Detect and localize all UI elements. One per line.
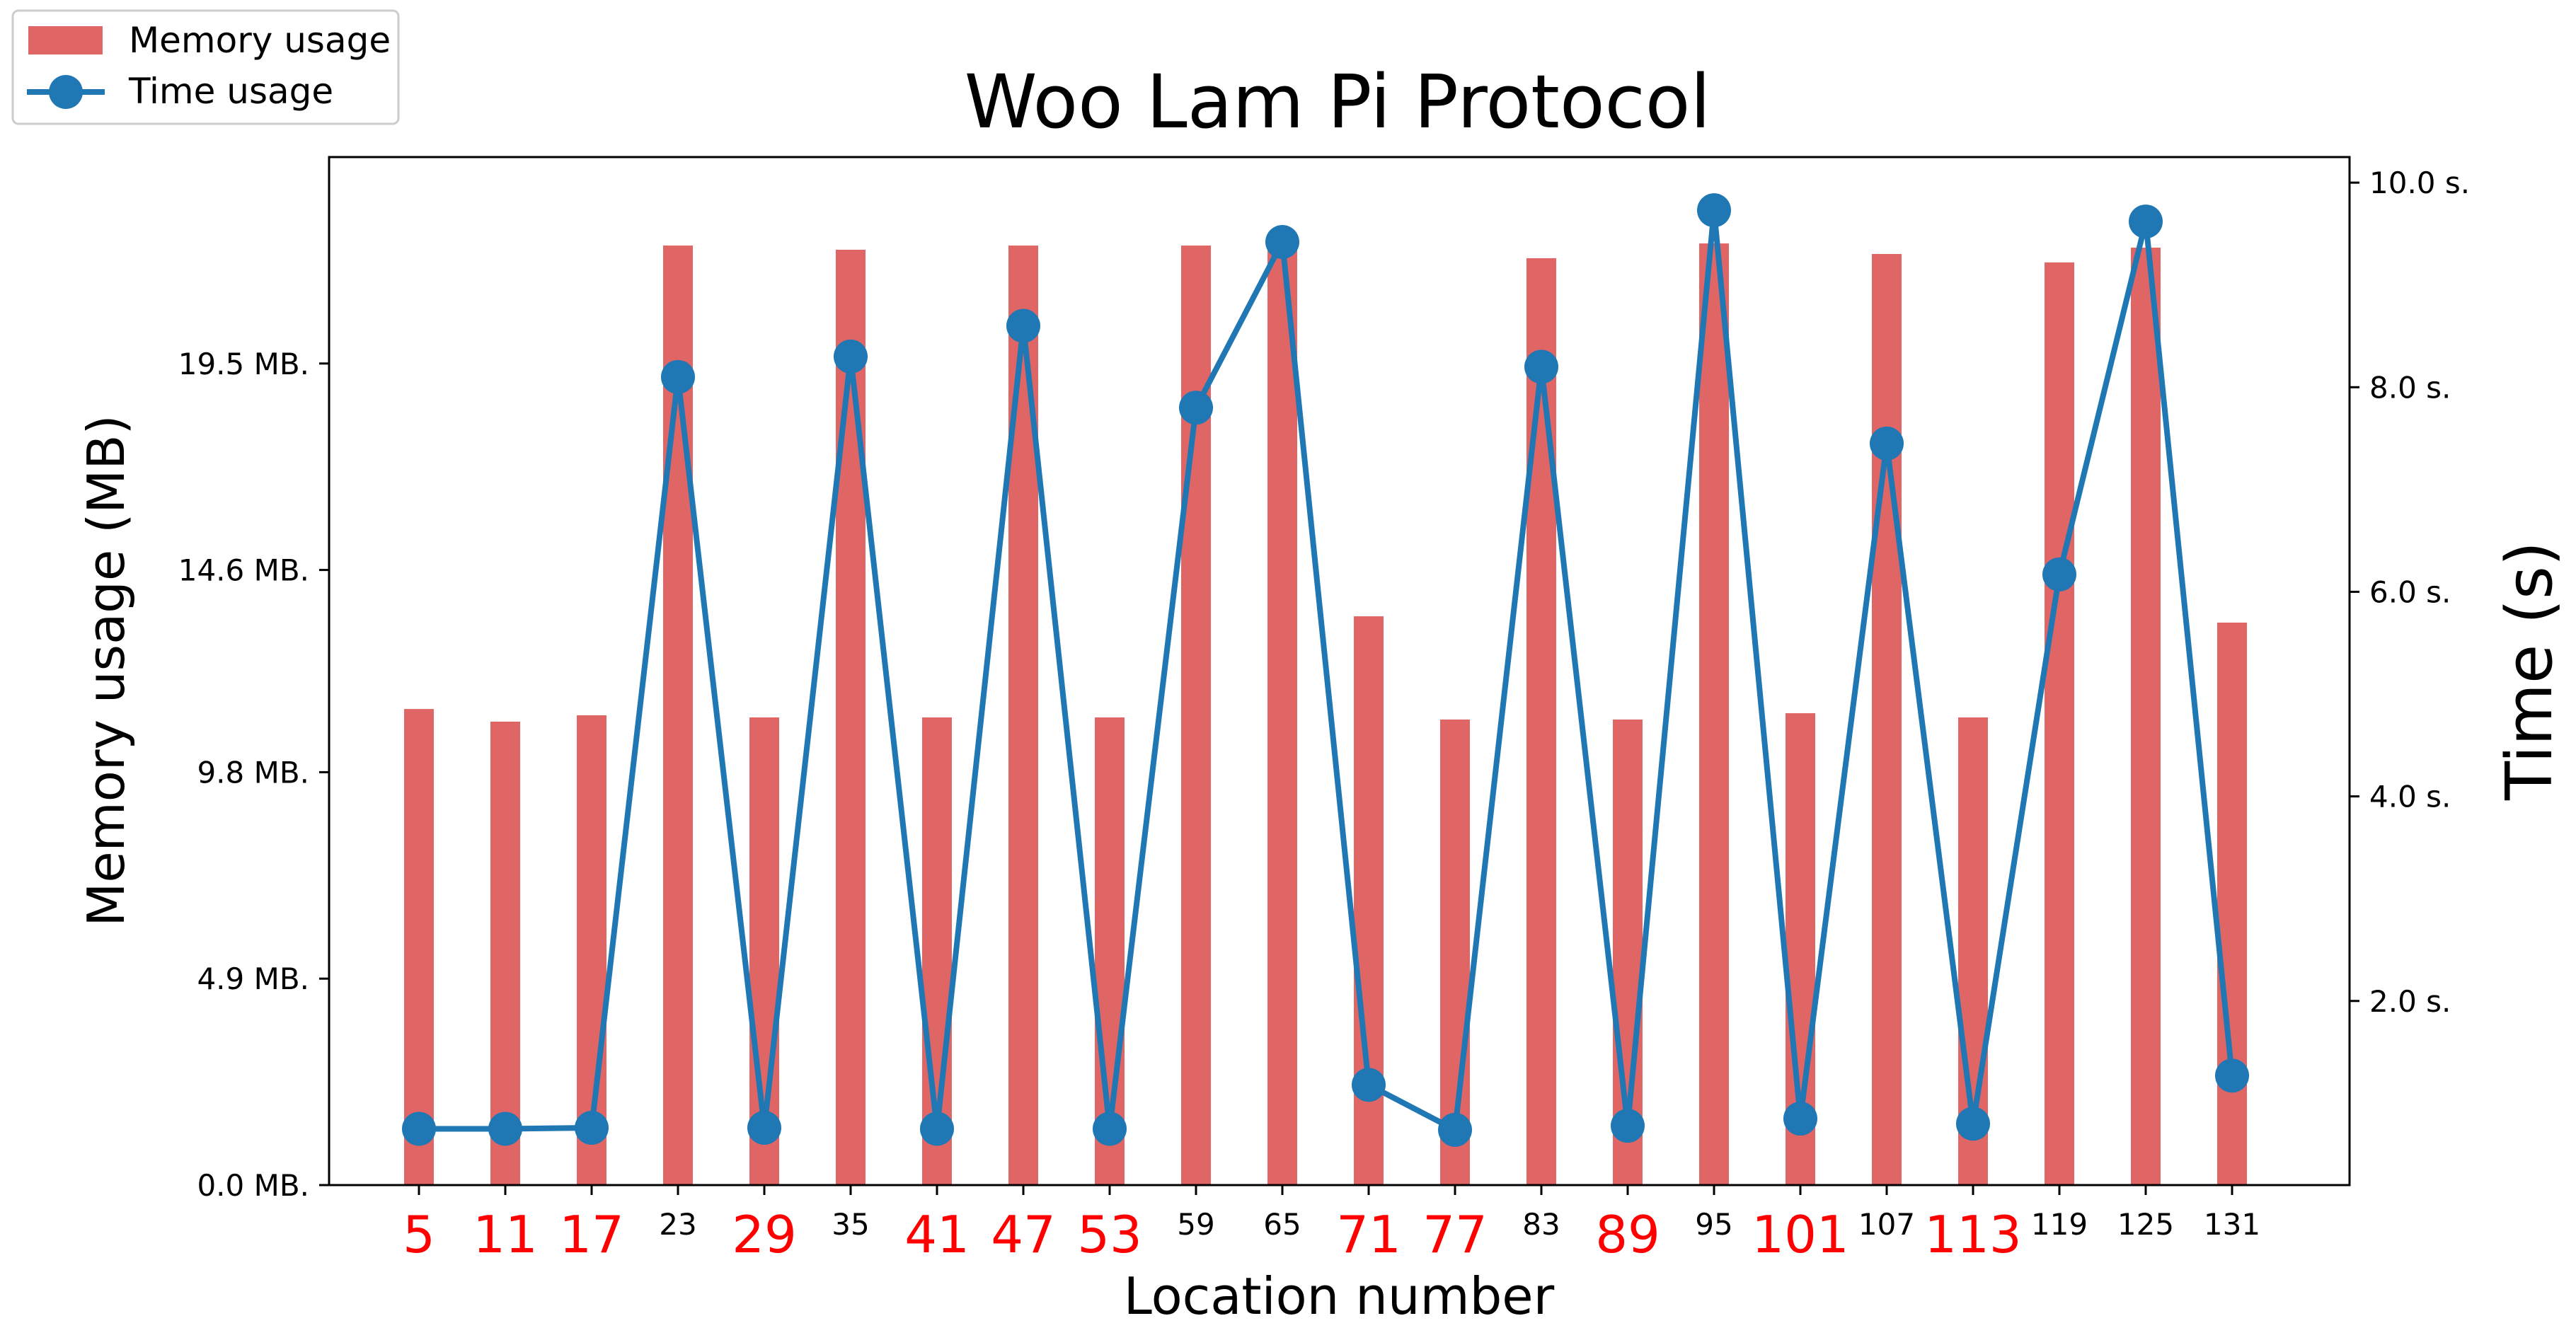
plot-frame: [328, 156, 2351, 1186]
x-tick-label-23: 23: [659, 1207, 696, 1242]
legend-memory-label: Memory usage: [129, 20, 391, 61]
y-tick-label: 4.9 MB.: [197, 962, 309, 996]
x-tick-label-119: 119: [2031, 1207, 2088, 1242]
chart-title: Woo Lam Pi Protocol: [965, 59, 1711, 145]
x-tick-label-53: 53: [1077, 1205, 1142, 1264]
legend-time-label: Time usage: [128, 71, 333, 112]
time-point-71: [1352, 1068, 1386, 1102]
y2-tick-label: 10.0 s.: [2369, 166, 2470, 200]
time-point-131: [2215, 1058, 2249, 1093]
memory-bar-107: [1872, 253, 1902, 1185]
time-point-77: [1438, 1112, 1472, 1147]
time-point-83: [1524, 350, 1558, 384]
x-tick-label-59: 59: [1177, 1207, 1214, 1242]
x-axis-ticks: 5 11 17 23 29 35 41 47 53 59 65 71 77 83 89 95 101 107 113…: [403, 1185, 2260, 1264]
x-tick-label-5: 5: [403, 1205, 435, 1264]
memory-bar-11: [490, 721, 520, 1185]
x-tick-label-95: 95: [1695, 1207, 1732, 1242]
x-tick-label-41: 41: [904, 1205, 970, 1264]
memory-bar-23: [663, 246, 693, 1186]
time-point-53: [1093, 1112, 1127, 1146]
y-axis-label: Memory usage (MB): [76, 415, 136, 927]
x-tick-label-101: 101: [1752, 1205, 1848, 1264]
x-tick-label-71: 71: [1336, 1205, 1401, 1264]
y2-tick-label: 4.0 s.: [2369, 780, 2451, 814]
x-tick-label-65: 65: [1263, 1207, 1301, 1242]
memory-bar-119: [2045, 262, 2074, 1186]
memory-bar-131: [2217, 623, 2247, 1185]
x-axis-label: Location number: [1124, 1266, 1555, 1326]
legend-frame: [11, 9, 400, 125]
y-tick-label: 19.5 MB.: [178, 347, 309, 381]
time-point-113: [1956, 1107, 1990, 1141]
time-line-layer: [402, 193, 2249, 1147]
y-tick-label: 9.8 MB.: [197, 755, 309, 790]
left-axis-ticks: 0.0 MB. 4.9 MB. 9.8 MB. 14.6 MB. 19.5 MB.: [178, 347, 329, 1203]
right-axis-ticks: 2.0 s. 4.0 s. 6.0 s. 8.0 s. 10.0 s.: [2350, 166, 2470, 1019]
time-point-17: [575, 1111, 609, 1145]
time-point-41: [920, 1112, 954, 1146]
x-tick-label-11: 11: [473, 1205, 538, 1264]
memory-bar-65: [1267, 246, 1297, 1186]
time-point-107: [1870, 426, 1904, 461]
legend-memory-swatch: [28, 26, 103, 54]
x-tick-label-17: 17: [559, 1205, 624, 1264]
memory-bar-95: [1699, 243, 1729, 1185]
x-tick-label-89: 89: [1595, 1205, 1660, 1264]
time-usage-line: [419, 207, 2235, 1133]
time-point-47: [1006, 308, 1040, 343]
x-tick-label-131: 131: [2204, 1207, 2260, 1242]
y2-tick-label: 2.0 s.: [2369, 984, 2451, 1019]
time-point-125: [2129, 204, 2163, 239]
memory-bar-125: [2131, 248, 2161, 1185]
x-tick-label-35: 35: [832, 1207, 869, 1242]
y2-tick-label: 6.0 s.: [2369, 574, 2451, 609]
time-point-95: [1697, 193, 1731, 228]
x-tick-label-125: 125: [2117, 1207, 2174, 1242]
time-point-119: [2042, 557, 2076, 591]
memory-bar-35: [836, 250, 866, 1186]
x-tick-label-47: 47: [991, 1205, 1056, 1264]
time-point-89: [1611, 1109, 1645, 1143]
time-point-59: [1179, 391, 1213, 425]
y-tick-label: 14.6 MB.: [178, 553, 309, 588]
time-point-35: [834, 339, 868, 374]
time-point-65: [1265, 224, 1299, 259]
memory-bar-5: [404, 709, 434, 1185]
time-point-29: [747, 1111, 781, 1145]
time-point-11: [488, 1112, 522, 1146]
time-point-101: [1783, 1102, 1817, 1136]
x-tick-label-29: 29: [732, 1205, 797, 1264]
y-tick-label: 0.0 MB.: [197, 1168, 309, 1203]
y2-axis-label: Time (s): [2492, 541, 2567, 801]
x-tick-label-83: 83: [1522, 1207, 1560, 1242]
time-point-5: [402, 1112, 436, 1146]
legend: Memory usage Time usage: [11, 9, 400, 125]
time-point-23: [661, 359, 695, 394]
x-tick-label-107: 107: [1858, 1207, 1915, 1242]
memory-bar-83: [1526, 258, 1556, 1186]
x-tick-label-113: 113: [1924, 1205, 2021, 1264]
x-tick-label-77: 77: [1422, 1205, 1488, 1264]
y2-tick-label: 8.0 s.: [2369, 370, 2451, 405]
legend-time-marker: [49, 75, 83, 109]
memory-bar-47: [1008, 246, 1038, 1186]
